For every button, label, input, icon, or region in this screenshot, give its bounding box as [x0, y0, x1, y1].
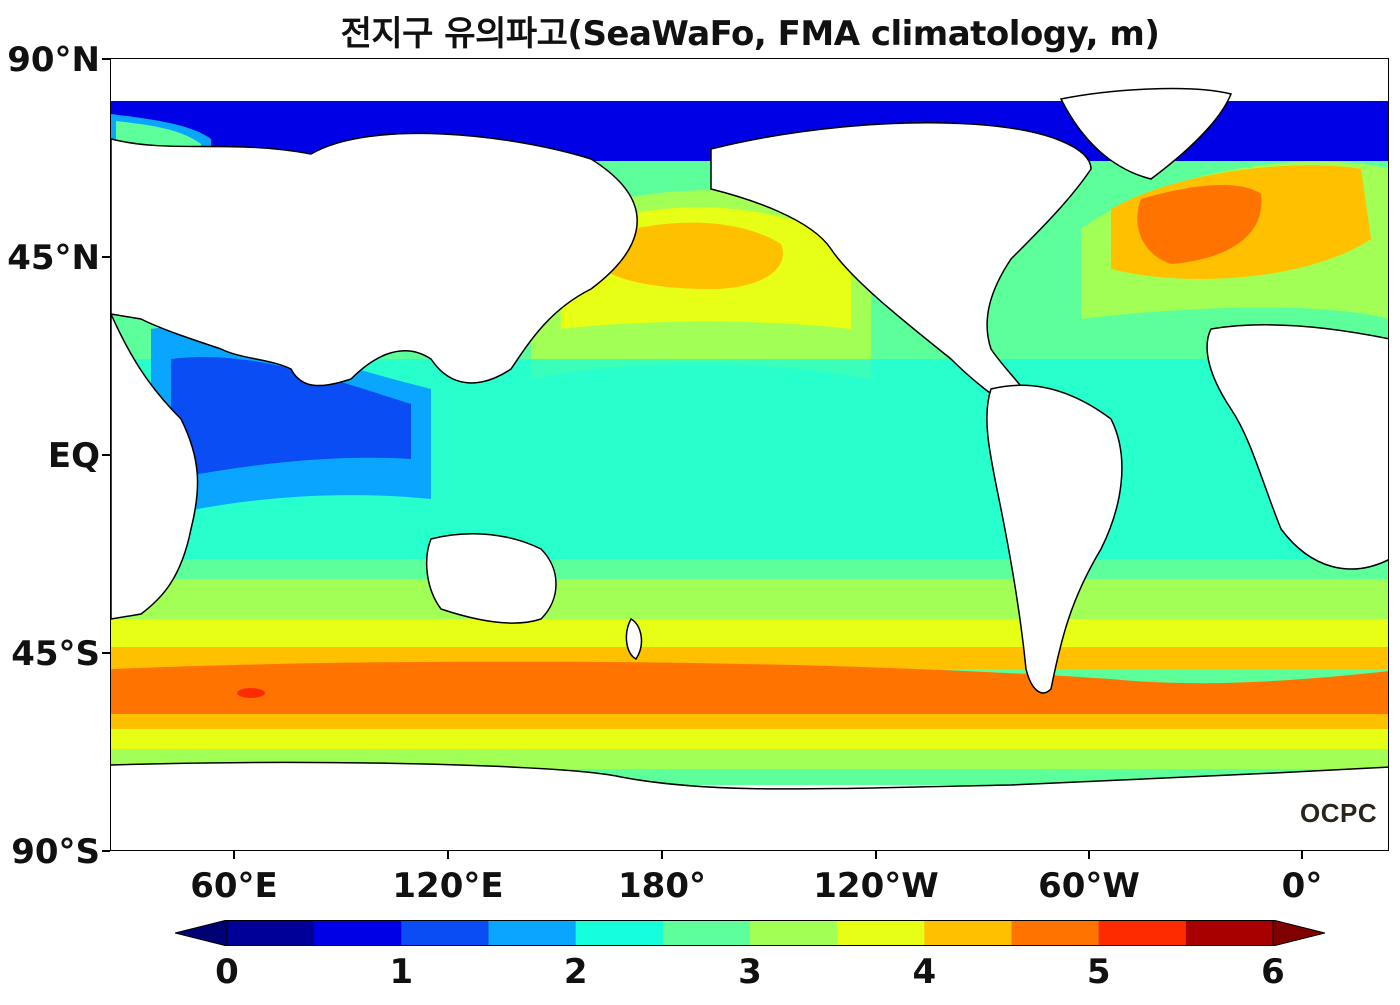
colorbar-segment [314, 920, 402, 946]
ytick [102, 850, 110, 852]
colorbar-tick-label: 1 [389, 952, 414, 992]
xtick [661, 851, 663, 859]
ytick [102, 58, 110, 60]
xtick [233, 851, 235, 859]
ylabel-90n: 90°N [7, 40, 100, 80]
colorbar-segment [575, 920, 664, 946]
ytick [102, 256, 110, 258]
colorbar-segment [924, 920, 1012, 946]
colorbar-segment [750, 920, 838, 946]
ylabel-90s: 90°S [11, 832, 100, 872]
colorbar-tick-label: 4 [912, 952, 937, 992]
colorbar-segment [401, 920, 489, 946]
colorbar-segment [837, 920, 925, 946]
colorbar-tick-label: 0 [215, 952, 239, 992]
colorbar-segment [1098, 920, 1187, 946]
ocpc-logo: OCPC [1300, 798, 1378, 828]
xlabel-180: 180° [618, 866, 706, 906]
colorbar-segment [1185, 920, 1274, 946]
wave-height-map [110, 58, 1389, 851]
xlabel-0: 0° [1281, 866, 1323, 906]
xtick [1088, 851, 1090, 859]
map-title: 전지구 유의파고(SeaWaFo, FMA climatology, m) [340, 14, 1160, 54]
colorbar-tick-label: 2 [563, 952, 588, 992]
xlabel-120e: 120°E [392, 866, 504, 906]
xlabel-60e: 60°E [190, 866, 278, 906]
colorbar-tick-label: 3 [738, 952, 762, 992]
colorbar-frame [226, 920, 1274, 946]
colorbar-tick-label: 5 [1086, 952, 1111, 992]
ylabel-45n: 45°N [7, 238, 100, 278]
colorbar-segment [488, 920, 577, 946]
map-svg [111, 59, 1388, 850]
ylabel-45s: 45°S [11, 634, 100, 674]
colorbar-tick-label: 6 [1261, 952, 1285, 992]
xtick [1301, 851, 1303, 859]
xtick [447, 851, 449, 859]
ylabel-eq: EQ [47, 436, 100, 476]
colorbar-segment [1011, 920, 1100, 946]
colorbar-segment [662, 920, 751, 946]
colorbar [175, 920, 1325, 946]
colorbar-segment [227, 920, 315, 946]
xlabel-60w: 60°W [1038, 866, 1140, 906]
ytick [102, 454, 110, 456]
xlabel-120w: 120°W [813, 866, 939, 906]
xtick [875, 851, 877, 859]
ytick [102, 652, 110, 654]
colorbar-under-triangle [175, 920, 228, 946]
colorbar-over-triangle [1272, 920, 1325, 946]
